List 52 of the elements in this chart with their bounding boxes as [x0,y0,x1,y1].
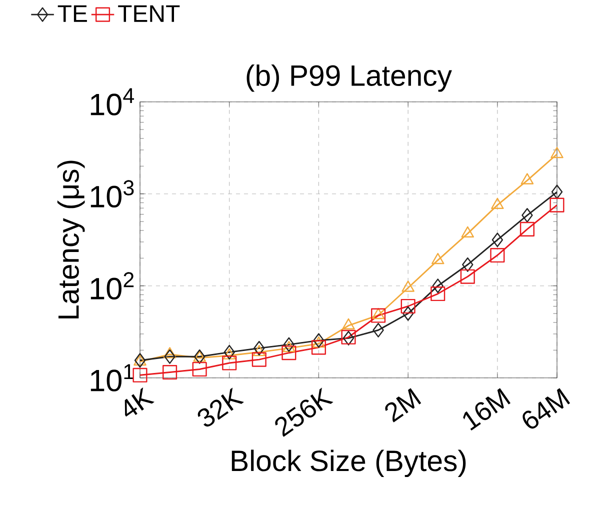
y-tick-label: 10$^{2}$ [90,272,134,300]
point [282,346,296,360]
point [313,333,324,348]
point [311,340,326,355]
point [254,341,265,356]
point [252,352,266,367]
point [252,345,266,356]
point [162,365,178,380]
x-tick-label: 32K [198,388,244,427]
point [342,318,355,330]
y-axis-title: Latency (μs) [57,160,85,319]
point [520,222,534,237]
point [371,308,386,323]
point [222,348,236,360]
point [400,299,416,314]
x-tick-label: 64M [522,388,570,429]
chart-title: (b) P99 Latency [246,64,452,92]
x-tick-label: 4K [124,387,154,417]
point [522,208,533,223]
point [430,286,446,302]
point [282,341,296,352]
point [224,345,235,360]
point [372,322,384,338]
point [490,248,505,263]
point [164,349,176,364]
point [550,146,564,158]
x-tick-label: 16M [463,388,510,431]
point [402,306,414,321]
point [132,368,148,382]
y-tick-label: 10$^{4}$ [90,88,134,116]
point [461,226,474,238]
point [372,308,385,320]
point [222,356,237,370]
x-tick-label: 2M [385,388,422,422]
point [432,278,444,294]
point [460,269,475,284]
x-axis-title: Block Size (Bytes) [232,450,466,478]
point [312,336,326,348]
point [402,280,414,292]
point [163,347,176,358]
point [520,173,534,184]
point [491,198,504,210]
point [492,232,504,248]
point [192,362,207,377]
point [431,253,444,264]
point [283,337,295,352]
point [462,257,474,272]
point [551,184,563,200]
legend-label: TENT [118,5,180,22]
legend-label: TE [58,5,87,22]
y-tick-label: 10$^{3}$ [90,180,134,208]
point [550,198,564,212]
